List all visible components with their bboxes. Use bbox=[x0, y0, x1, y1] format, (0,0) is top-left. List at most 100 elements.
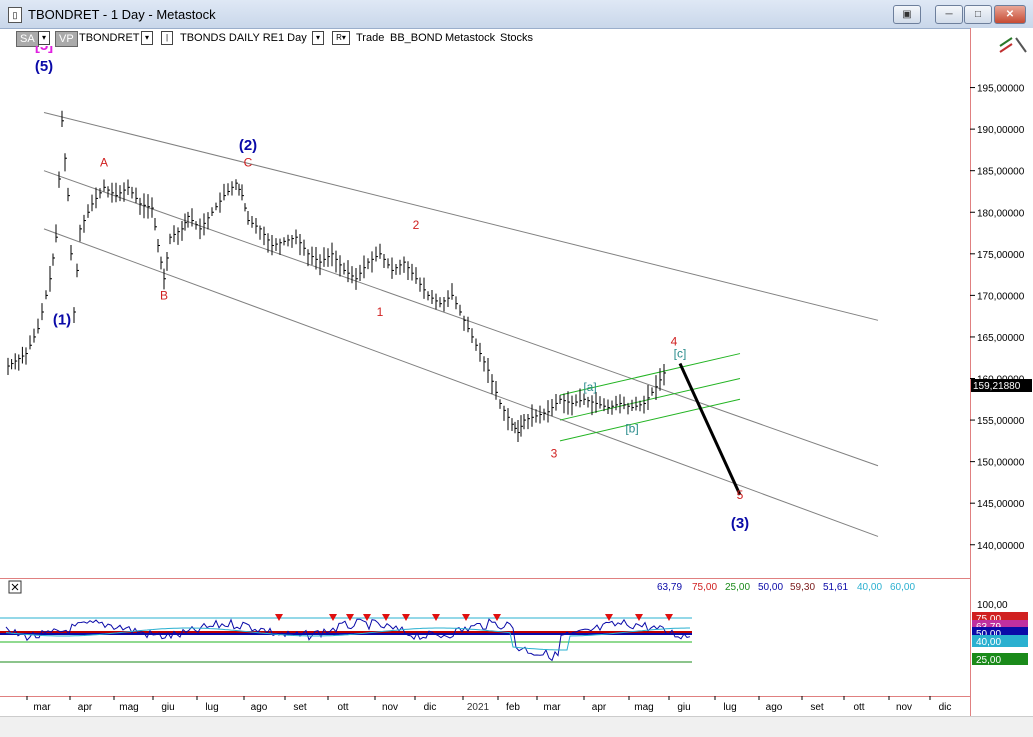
security-icon[interactable]: | bbox=[161, 31, 173, 45]
minimize-button[interactable]: ─ bbox=[935, 5, 963, 24]
x-tick-label: lug bbox=[205, 702, 218, 713]
x-tick-label: nov bbox=[382, 702, 398, 713]
wave-label: B bbox=[160, 289, 168, 303]
r-button[interactable]: R▾ bbox=[332, 31, 350, 45]
sa-dropdown-icon[interactable]: ▾ bbox=[38, 31, 50, 45]
y-tick-label: 195,00000 bbox=[977, 84, 1025, 95]
x-tick-label: feb bbox=[506, 702, 520, 713]
wave-label: (2) bbox=[239, 137, 257, 154]
x-tick-label: giu bbox=[161, 702, 174, 713]
sa-button[interactable]: SA bbox=[16, 31, 39, 47]
maximize-button[interactable]: □ bbox=[964, 5, 992, 24]
signal-arrow bbox=[635, 614, 643, 621]
indicator-level: 60,00 bbox=[890, 582, 915, 593]
x-tick-label: giu bbox=[677, 702, 690, 713]
indicator-level: 40,00 bbox=[857, 582, 882, 593]
x-axis: mar apr mag giu lug ago set ott nov dic 2021 feb mar… bbox=[0, 696, 970, 713]
signal-line bbox=[5, 627, 690, 651]
expert-label: BB_BOND bbox=[390, 32, 443, 44]
indicator-tick-label: 100,00 bbox=[977, 600, 1008, 611]
indicator-tag-label: 75,00 bbox=[976, 614, 1001, 625]
y-tick-label: 180,00000 bbox=[977, 208, 1025, 219]
wave-label: (1) bbox=[53, 311, 71, 328]
indicator-tag bbox=[972, 653, 1028, 665]
x-tick-label: mag bbox=[119, 702, 138, 713]
price-chart[interactable]: [5] (5) (1) A B (2) C 2 1 3 [a] [b] [c]4 5 (3) bbox=[0, 46, 970, 578]
indicator-level: 50,00 bbox=[758, 582, 783, 593]
horizontal-scrollbar[interactable] bbox=[0, 716, 1033, 737]
y-tick-label: 190,00000 bbox=[977, 125, 1025, 136]
symbol-field[interactable]: TBONDRET bbox=[79, 32, 140, 44]
x-tick-label: set bbox=[293, 702, 307, 713]
oscillator-line bbox=[5, 618, 691, 662]
green-channel-middle bbox=[559, 378, 741, 421]
wave-label: 3 bbox=[551, 446, 558, 460]
x-tick-label: ott bbox=[337, 702, 348, 713]
wave-label: (5) bbox=[35, 58, 53, 75]
green-channel-lower bbox=[559, 398, 741, 442]
signal-arrow bbox=[329, 614, 337, 621]
wave-label: [a] bbox=[583, 380, 596, 394]
x-tick-label: apr bbox=[78, 702, 93, 713]
y-tick-label: 185,00000 bbox=[977, 167, 1025, 178]
wave-labels: [5] (5) (1) A B (2) C 2 1 3 [a] [b] [c]4 5 (3) bbox=[35, 46, 749, 532]
y-tick-label: 170,00000 bbox=[977, 291, 1025, 302]
restore-icon[interactable]: ▣ bbox=[893, 5, 921, 24]
y-tick-label: 145,00000 bbox=[977, 499, 1025, 510]
x-tick-label: nov bbox=[896, 702, 912, 713]
trade-button[interactable]: Trade bbox=[356, 32, 385, 44]
indicator-tag-label: 25,00 bbox=[976, 655, 1001, 666]
wave-label: 5 bbox=[737, 488, 744, 502]
title-bar: ▯ TBONDRET - 1 Day - Metastock ▣ ─ □ ✕ bbox=[0, 0, 1033, 29]
x-tick-label: dic bbox=[424, 702, 437, 713]
wave-label: 2 bbox=[413, 218, 420, 232]
x-tick-label: set bbox=[810, 702, 824, 713]
x-tick-label: apr bbox=[592, 702, 607, 713]
signal-arrow bbox=[462, 614, 470, 621]
wave-label: (3) bbox=[731, 515, 749, 532]
x-tick-label: mag bbox=[634, 702, 653, 713]
periodicity-dropdown-icon[interactable]: ▾ bbox=[312, 31, 324, 45]
y-tick-label: 165,00000 bbox=[977, 333, 1025, 344]
wave-label: [5] bbox=[35, 46, 53, 54]
signal-arrow bbox=[346, 614, 354, 621]
indicator-tag-label: 50,00 bbox=[976, 629, 1001, 640]
periodicity-field[interactable]: 1 Day bbox=[278, 32, 307, 44]
signal-arrow bbox=[665, 614, 673, 621]
security-name[interactable]: TBONDS DAILY RE bbox=[180, 32, 279, 44]
toolbox-icon bbox=[999, 37, 1027, 53]
vp-button[interactable]: VP bbox=[55, 31, 78, 47]
x-tick-label: ago bbox=[251, 702, 268, 713]
type-label: Stocks bbox=[500, 32, 534, 44]
indicator-lines bbox=[0, 617, 692, 663]
y-tick-label: 155,00000 bbox=[977, 416, 1025, 427]
x-tick-label: mar bbox=[543, 702, 561, 713]
wave-projection bbox=[678, 362, 742, 496]
wave-5-projection bbox=[678, 362, 742, 496]
signal-arrow bbox=[605, 614, 613, 621]
signal-arrow bbox=[432, 614, 440, 621]
close-button[interactable]: ✕ bbox=[994, 5, 1026, 24]
y-tick-label: 175,00000 bbox=[977, 250, 1025, 261]
indicator-level: 63,79 bbox=[657, 582, 682, 593]
channel-lower bbox=[43, 228, 879, 537]
indicator-level: 75,00 bbox=[692, 582, 717, 593]
indicator-level: 59,30 bbox=[790, 582, 815, 593]
indicator-tag bbox=[972, 635, 1028, 647]
indicator-panel[interactable]: 63,79 75,00 25,00 50,00 59,30 51,61 40,00 60,00 bbox=[0, 578, 970, 696]
y-tick-label: 140,00000 bbox=[977, 541, 1025, 552]
signal-arrows bbox=[275, 614, 673, 621]
signal-arrow bbox=[382, 614, 390, 621]
signal-arrow bbox=[363, 614, 371, 621]
signal-arrow bbox=[402, 614, 410, 621]
price-bars bbox=[7, 110, 666, 443]
trend-channels bbox=[43, 112, 879, 537]
x-tick-label: 2021 bbox=[467, 702, 490, 713]
indicator-level: 25,00 bbox=[725, 582, 750, 593]
symbol-dropdown-icon[interactable]: ▾ bbox=[141, 31, 153, 45]
wave-label: [c] bbox=[674, 347, 687, 361]
source-label: Metastock bbox=[445, 32, 496, 44]
x-tick-label: lug bbox=[723, 702, 736, 713]
channel-middle bbox=[43, 170, 879, 467]
x-tick-label: dic bbox=[939, 702, 952, 713]
